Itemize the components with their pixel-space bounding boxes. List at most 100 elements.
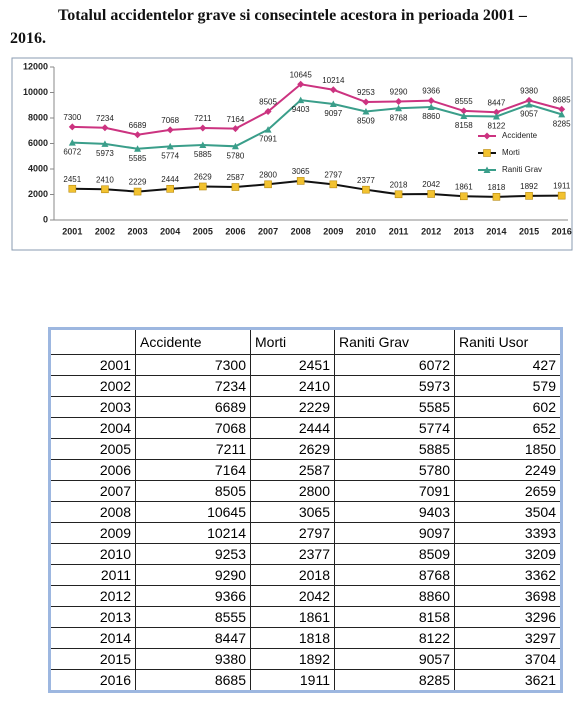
data-point [134,145,142,152]
table-cell: 2587 [250,459,335,481]
cell-value: 7211 [215,441,246,457]
cell-value: 8768 [418,567,450,583]
cell-value: 2629 [298,441,330,457]
data-label: 6072 [63,148,81,157]
table-cell: 2444 [250,417,335,439]
x-tick-label: 2013 [454,226,474,236]
data-point [231,125,239,133]
table-cell: 2011 [49,564,136,586]
data-label: 8685 [553,95,571,104]
cell-value: 2229 [298,399,330,415]
data-point [525,101,533,108]
table-cell: 2229 [250,396,335,418]
data-label: 9366 [422,87,440,96]
table-cell: 3393 [454,522,562,544]
x-tick-label: 2008 [291,226,311,236]
x-tick-label: 2002 [95,226,115,236]
data-point [362,108,370,115]
table-row: 2009 10214 2797 9097 3393 [49,522,562,544]
table-row: 2011 9290 2018 8768 3362 [49,564,562,586]
y-tick-label: 2000 [28,189,48,199]
legend-marker [483,166,491,173]
cell-value: 2012 [99,588,131,604]
table-row: 2003 6689 2229 5585 602 [49,396,562,418]
table-cell: 8860 [334,585,455,607]
table-cell: 5885 [334,438,455,460]
table-cell: 5780 [334,459,455,481]
data-point [231,183,240,191]
data-point [296,177,305,185]
cell-value: 2007 [99,483,131,499]
data-point [395,104,403,112]
data-label: 8285 [553,119,571,128]
data-label: 5585 [129,154,147,163]
series-line [72,179,562,198]
data-label: 1911 [553,182,571,191]
table-row: 2001 7300 2451 6072 427 [49,354,562,376]
data-label: 2229 [129,178,147,187]
data-point [297,96,305,104]
data-label: 10214 [322,76,345,85]
table-cell: 2015 [49,648,136,670]
y-tick-label: 10000 [23,87,48,97]
table-cell: 3704 [454,648,562,670]
table-cell: 2800 [250,480,335,502]
x-tick-label: 2015 [519,226,539,236]
table-row: 2007 8505 2800 7091 2659 [49,480,562,502]
data-label: 2042 [422,180,440,189]
data-point [395,98,403,106]
x-tick-label: 2014 [486,226,506,236]
x-tick-label: 2007 [258,226,278,236]
cell-value: 8158 [418,609,450,625]
data-point [362,185,370,194]
table-cell: 3296 [454,606,562,628]
data-point [558,105,566,113]
cell-value: 2005 [99,441,131,457]
data-label: 8768 [390,113,408,122]
cell-value: 3065 [298,504,330,520]
data-point [329,100,337,108]
table-cell: 652 [454,417,562,439]
data-label: 1892 [520,182,538,191]
x-tick-label: 2009 [323,226,343,236]
cell-value: 5973 [418,378,450,394]
table-cell: 2410 [250,375,335,397]
y-tick-label: 8000 [28,112,48,122]
x-tick-label: 2010 [356,226,376,236]
data-point [166,126,174,134]
data-label: 2587 [227,173,245,182]
cell-value: 6072 [418,357,450,373]
table-cell: 2659 [454,480,562,502]
header-cell: Raniti Usor [454,328,562,355]
data-point [297,80,305,88]
table-cell: 5973 [334,375,455,397]
table-cell: 10214 [135,522,251,544]
data-point [199,124,207,132]
data-label: 2629 [194,173,212,182]
cell-value: 9057 [418,651,450,667]
table-cell: 2018 [250,564,335,586]
y-tick-label: 4000 [28,163,48,173]
cell-value: 8860 [418,588,450,604]
data-table: Accidente Morti Raniti Grav Raniti Usor 2001… [48,327,563,693]
cell-value: 3393 [524,525,556,541]
data-label: 7300 [63,113,81,122]
cell-value: 2444 [298,420,330,436]
cell-value: 2014 [99,630,131,646]
y-tick-label: 6000 [28,138,48,148]
cell-value: 7068 [214,420,246,436]
data-point [68,184,77,193]
data-label: 8555 [455,97,473,106]
data-point [329,86,337,94]
cell-value: 2008 [99,504,131,520]
table-cell: 3504 [454,501,562,523]
cell-value: 2587 [298,462,330,478]
series-line [72,99,562,150]
table-cell: 8158 [334,606,455,628]
data-label: 2800 [259,170,277,179]
data-label: 8122 [488,122,506,131]
chart: 0 2000 4000 6000 8000 10000 12000 2001 2002 2003 2… [11,57,573,251]
cell-value: 5585 [418,399,450,415]
data-point [231,142,239,150]
cell-value: 3362 [524,567,556,583]
